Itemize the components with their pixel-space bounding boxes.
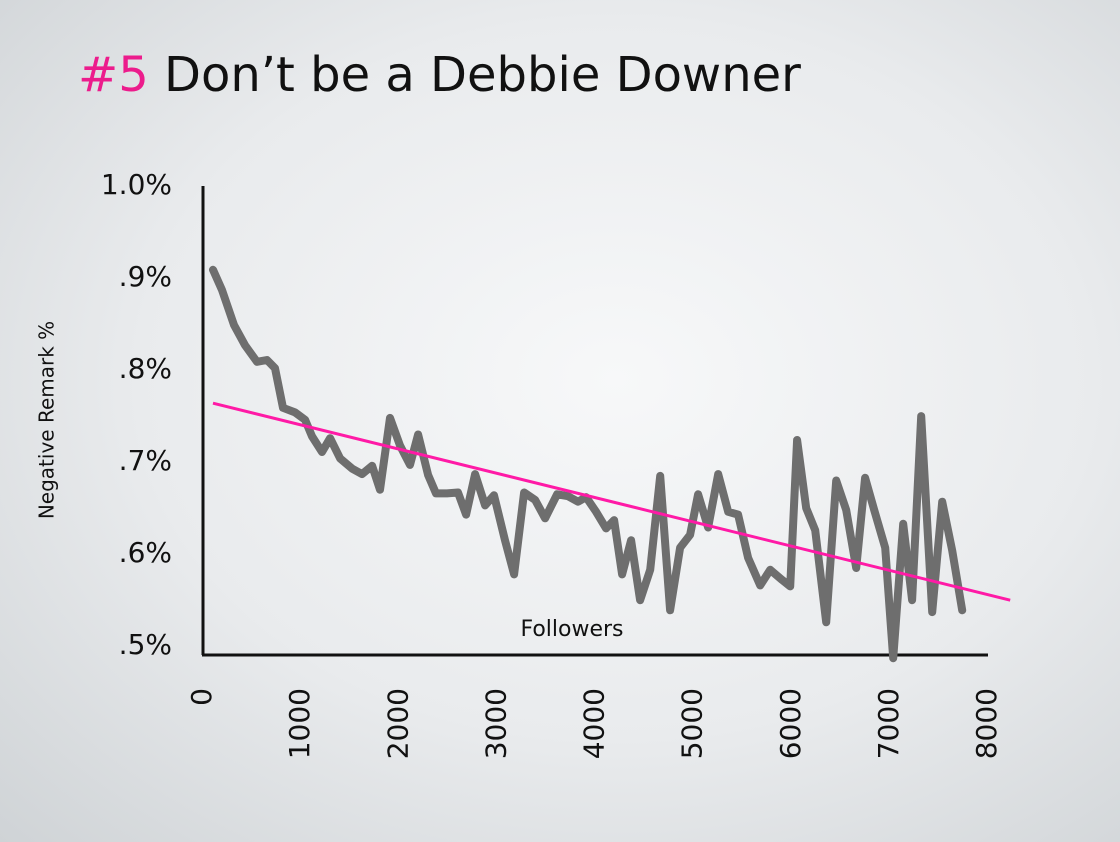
data-line	[209, 265, 967, 663]
chart-title: #5 Don’t be a Debbie Downer	[78, 47, 801, 103]
x-tick-label: 5000	[676, 688, 709, 759]
trend-line	[212, 401, 1011, 602]
y-tick-label: .8%	[119, 352, 172, 385]
x-axis-label: Followers	[520, 617, 623, 642]
title-text: Don’t be a Debbie Downer	[164, 47, 801, 103]
x-tick-label: 8000	[970, 688, 1003, 759]
y-tick-label: 1.0%	[101, 168, 172, 201]
x-tick-label: 1000	[283, 688, 316, 759]
x-tick-label: 7000	[872, 688, 905, 759]
x-tick-label: 2000	[381, 688, 414, 759]
title-prefix: #5	[78, 47, 149, 103]
x-tick-label: 4000	[578, 688, 611, 759]
x-tick-label: 6000	[774, 688, 807, 759]
y-tick-label: .5%	[119, 628, 172, 661]
y-axis-label: Negative Remark %	[35, 321, 59, 519]
y-tick-label: .7%	[119, 444, 172, 477]
x-tick-label: 0	[185, 688, 218, 706]
y-tick-label: .6%	[119, 536, 172, 569]
x-tick-label: 3000	[479, 688, 512, 759]
y-tick-label: .9%	[119, 260, 172, 293]
